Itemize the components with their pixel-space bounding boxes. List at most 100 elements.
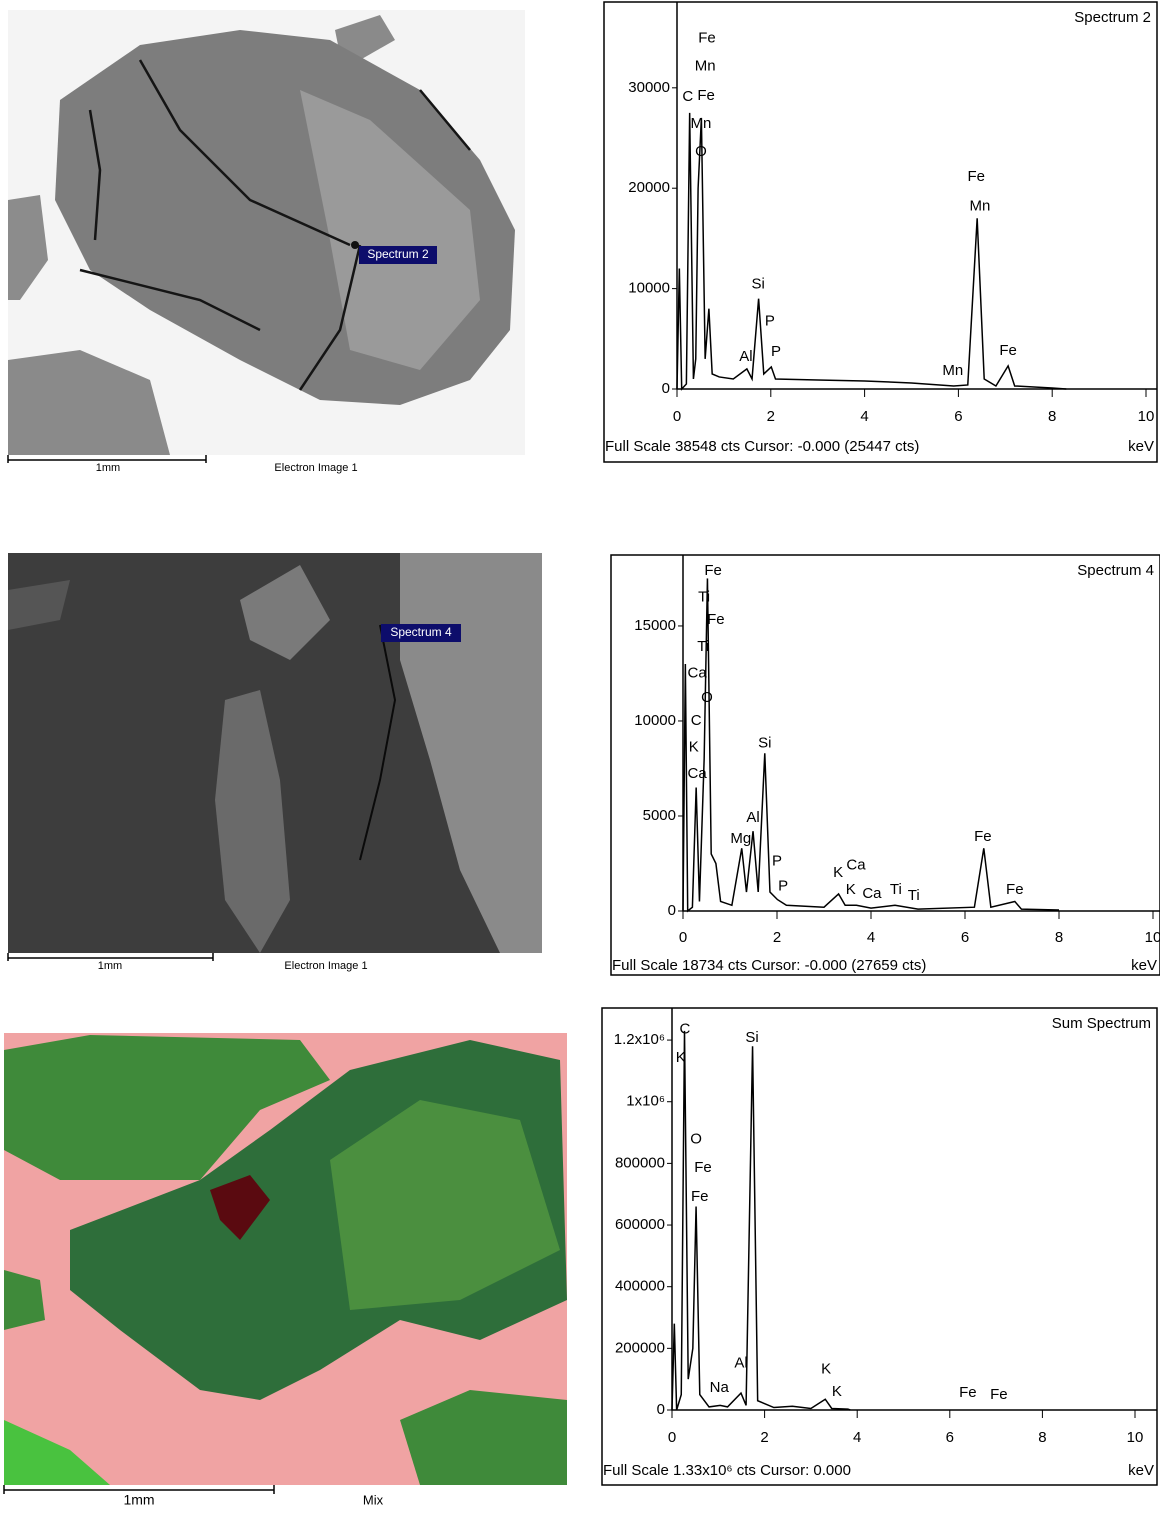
peak-label: Fe <box>691 1188 709 1205</box>
y-tick-label: 600000 <box>615 1216 665 1233</box>
y-tick-label: 30000 <box>628 79 670 96</box>
sem-image: Spectrum 4 1mm Electron Image 1 <box>8 553 542 972</box>
peak-label: Al <box>734 1354 747 1371</box>
image-label: Electron Image 1 <box>284 960 367 972</box>
peak-label: C <box>680 1020 691 1037</box>
peak-label: P <box>772 853 782 870</box>
y-tick-label: 10000 <box>628 280 670 297</box>
spectra: Spectrum 2 Full Scale 38548 cts Cursor: -… <box>602 2 1160 1485</box>
peak-label: Fe <box>704 562 722 579</box>
x-axis-label: keV <box>1131 957 1157 974</box>
chart-frame <box>604 2 1157 462</box>
y-tick-label: 400000 <box>615 1278 665 1295</box>
peak-label: Fe <box>999 342 1017 359</box>
peak-label: K <box>821 1360 831 1377</box>
x-tick-label: 2 <box>760 1429 768 1446</box>
peak-label: Al <box>739 348 752 365</box>
peak-label: O <box>695 143 707 160</box>
footer: Full Scale 38548 cts Cursor: -0.000 (254… <box>605 438 919 455</box>
peak-label: P <box>771 343 781 360</box>
spectrum-line <box>672 1031 850 1410</box>
x-tick-label: 6 <box>954 408 962 425</box>
peak-label: Si <box>758 735 771 752</box>
x-tick-label: 8 <box>1038 1429 1046 1446</box>
element-map: 1mm Mix <box>4 1033 567 1508</box>
y-tick-label: 5000 <box>643 807 676 824</box>
y-tick-label: 0 <box>657 1401 665 1418</box>
scale-bar-label: 1mm <box>123 1492 154 1508</box>
peak-label: Na <box>710 1379 730 1396</box>
peak-label: O <box>690 1130 702 1147</box>
y-tick-label: 0 <box>662 380 670 397</box>
peak-label: K <box>846 881 856 898</box>
peak-label: Ti <box>698 588 710 605</box>
peak-label: Fe <box>707 611 725 628</box>
peak-label: Fe <box>697 87 715 104</box>
peak-label: Mn <box>690 115 711 132</box>
peak-label: O <box>701 689 713 706</box>
x-tick-label: 6 <box>946 1429 954 1446</box>
figure: Spectrum 2 1mm Electron Image 1 Spectrum… <box>0 0 1160 1510</box>
peak-label: Ca <box>688 664 708 681</box>
y-tick-label: 20000 <box>628 179 670 196</box>
peak-label: K <box>832 1383 842 1400</box>
peak-label: Fe <box>694 1159 712 1176</box>
x-tick-label: 0 <box>679 929 687 946</box>
x-tick-label: 10 <box>1127 1429 1144 1446</box>
x-tick-label: 10 <box>1138 408 1155 425</box>
axis <box>672 1008 1157 1410</box>
peak-label: Mn <box>970 197 991 214</box>
x-tick-label: 8 <box>1048 408 1056 425</box>
peak-label: Ca <box>846 856 866 873</box>
chart-title: Spectrum 2 <box>1074 9 1151 26</box>
axis <box>677 2 1157 389</box>
x-tick-label: 4 <box>860 408 868 425</box>
y-tick-label: 1x10⁶ <box>626 1093 665 1110</box>
x-tick-label: 6 <box>961 929 969 946</box>
x-tick-label: 10 <box>1145 929 1160 946</box>
peak-label: Mg <box>730 830 751 847</box>
peak-label: C <box>682 88 693 105</box>
peak-label: Ca <box>862 885 882 902</box>
x-tick-label: 0 <box>673 408 681 425</box>
x-tick-label: 2 <box>773 929 781 946</box>
peak-label: Al <box>746 809 759 826</box>
peak-label: Ti <box>908 887 920 904</box>
spectrum-line <box>683 578 1059 911</box>
x-tick-label: 4 <box>853 1429 861 1446</box>
footer: Full Scale 18734 cts Cursor: -0.000 (276… <box>612 957 926 974</box>
chart-title: Spectrum 4 <box>1077 562 1154 579</box>
peak-label: Mn <box>942 362 963 379</box>
sem-image: Spectrum 2 1mm Electron Image 1 <box>8 10 525 474</box>
y-tick-label: 0 <box>668 902 676 919</box>
peak-label: P <box>765 313 775 330</box>
peak-label: Ti <box>890 881 902 898</box>
footer: Full Scale 1.33x10⁶ cts Cursor: 0.000 <box>603 1462 851 1479</box>
peak-label: Fe <box>974 828 992 845</box>
x-axis-label: keV <box>1128 438 1154 455</box>
peak-label: P <box>778 877 788 894</box>
marker-label: Spectrum 2 <box>367 247 429 261</box>
peak-label: K <box>833 864 843 881</box>
y-tick-label: 1.2x10⁶ <box>614 1031 665 1048</box>
peak-label: Fe <box>990 1386 1008 1403</box>
x-axis-label: keV <box>1128 1462 1154 1479</box>
chart-title: Sum Spectrum <box>1052 1015 1151 1032</box>
y-tick-label: 15000 <box>634 617 676 634</box>
y-tick-label: 800000 <box>615 1154 665 1171</box>
peak-label: Ca <box>688 765 708 782</box>
scale-bar-label: 1mm <box>96 462 120 474</box>
peak-label: C <box>691 712 702 729</box>
peak-label: Ti <box>697 638 709 655</box>
image-label: Electron Image 1 <box>274 462 357 474</box>
peak-label: Fe <box>959 1384 977 1401</box>
y-tick-label: 10000 <box>634 712 676 729</box>
x-tick-label: 0 <box>668 1429 676 1446</box>
peak-label: Si <box>745 1029 758 1046</box>
peak-label: Fe <box>1006 881 1024 898</box>
y-tick-label: 200000 <box>615 1339 665 1356</box>
peak-label: K <box>689 739 699 756</box>
x-tick-label: 8 <box>1055 929 1063 946</box>
peak-label: Mn <box>695 58 716 75</box>
peak-label: K <box>676 1049 686 1066</box>
